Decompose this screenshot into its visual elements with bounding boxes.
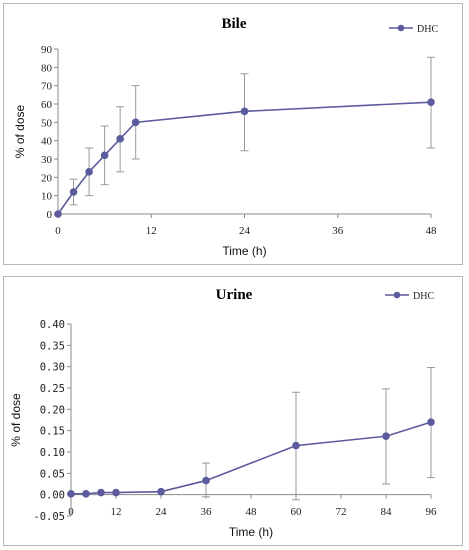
bile-y-tick-label: 40 [41, 136, 53, 148]
bile-y-tick-label: 60 [41, 99, 53, 111]
bile-data-point [131, 118, 140, 127]
urine-data-point [382, 432, 390, 441]
urine-data-point [157, 487, 165, 496]
bile-y-tick-label: 80 [41, 62, 53, 74]
bile-y-tick-label: 10 [41, 191, 53, 203]
bile-x-tick-label: 48 [426, 225, 438, 237]
urine-data-point [112, 488, 120, 497]
bile-y-tick-label: 70 [41, 81, 53, 93]
urine-data-point [82, 490, 90, 498]
urine-y-tick-label: 0.25 [40, 383, 65, 395]
urine-y-tick-label: 0.35 [40, 340, 65, 352]
urine-x-tick-label: 48 [246, 506, 258, 518]
bile-y-tick-label: 90 [41, 44, 53, 56]
urine-x-tick-label: 96 [426, 506, 438, 518]
bile-data-point [85, 168, 93, 176]
urine-x-tick-label: 36 [201, 506, 213, 518]
urine-y-tick-label: -0.05 [33, 511, 65, 523]
bile-data-point [427, 98, 435, 106]
urine-x-tick-label: 60 [291, 506, 303, 518]
urine-data-point [97, 488, 105, 497]
bile-x-tick-label: 0 [55, 225, 61, 237]
bile-y-tick-label: 20 [41, 172, 53, 184]
bile-legend-marker [397, 24, 405, 32]
urine-y-tick-label: 0.15 [40, 426, 65, 438]
bile-y-tick-label: 50 [41, 117, 53, 129]
urine-chart-panel: Urine -0.05 0.00 0.05 0.10 0.15 0.20 0.25 0.30 0.… [3, 276, 463, 546]
urine-series-line-dhc [71, 421, 432, 495]
bile-data-point [116, 135, 124, 143]
bile-x-tick-label: 36 [332, 225, 344, 237]
urine-y-tick-label: 0.05 [40, 468, 65, 480]
urine-y-axis-label: % of dose [9, 393, 23, 447]
bile-chart: Bile 0 10 20 30 40 50 60 70 80 90 0 12 24 36 48 Time (h)… [13, 16, 438, 258]
bile-y-axis-label: % of dose [13, 104, 27, 158]
urine-x-tick-label: 24 [156, 506, 168, 518]
urine-legend-label: DHC [413, 291, 434, 302]
urine-data-point [292, 441, 300, 450]
urine-legend-marker [393, 291, 401, 299]
urine-x-tick-label: 12 [111, 506, 122, 518]
urine-x-tick-label: 84 [381, 506, 393, 518]
bile-x-axis-label: Time (h) [222, 244, 266, 258]
urine-chart: Urine -0.05 0.00 0.05 0.10 0.15 0.20 0.25 0.30 0.… [9, 287, 438, 539]
bile-y-tick-label: 30 [41, 154, 53, 166]
urine-data-point [67, 490, 75, 498]
urine-data-point [202, 476, 210, 485]
bile-legend-label: DHC [417, 24, 438, 35]
bile-data-point [100, 151, 109, 160]
bile-x-tick-label: 24 [239, 225, 251, 237]
bile-chart-title: Bile [222, 16, 247, 32]
urine-data-point [427, 418, 435, 426]
bile-data-point [240, 107, 249, 116]
urine-chart-title: Urine [216, 287, 253, 303]
urine-y-tick-label: 0.40 [40, 319, 65, 331]
bile-data-point [54, 210, 62, 218]
bile-series-line-dhc [57, 101, 432, 215]
urine-x-tick-label: 0 [68, 506, 74, 518]
bile-x-tick-label: 12 [146, 225, 157, 237]
urine-x-axis-label: Time (h) [229, 525, 273, 539]
urine-y-tick-label: 0.10 [40, 447, 65, 459]
urine-x-tick-label: 72 [336, 506, 347, 518]
bile-data-point [69, 188, 78, 196]
bile-y-tick-label: 0 [47, 209, 53, 221]
urine-y-tick-label: 0.30 [40, 362, 65, 374]
urine-y-tick-label: 0.00 [40, 490, 65, 502]
bile-chart-panel: Bile 0 10 20 30 40 50 60 70 80 90 0 12 24 36 48 Time (h)… [3, 3, 463, 265]
urine-y-tick-label: 0.20 [40, 404, 65, 416]
